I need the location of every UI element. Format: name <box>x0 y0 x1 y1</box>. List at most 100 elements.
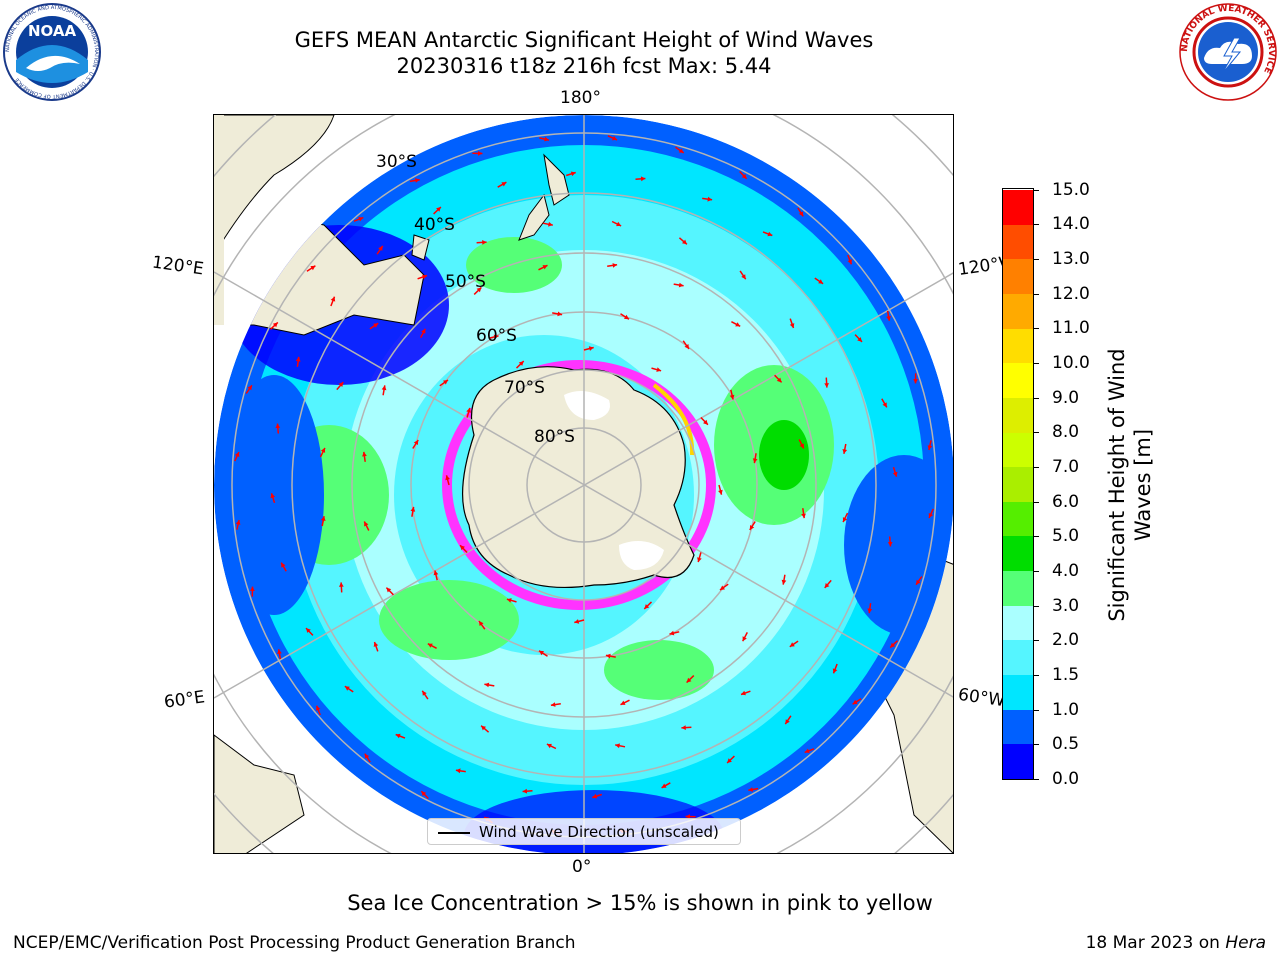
colorbar-tick-mark <box>1033 536 1039 538</box>
colorbar-tick-label: 7.0 <box>1052 456 1080 477</box>
wind-arrow-head <box>852 699 858 705</box>
colorbar-tick-mark <box>1033 432 1039 434</box>
wind-arrow-head <box>703 419 708 425</box>
wind-arrow-head <box>479 621 484 626</box>
colorbar-segment <box>1003 224 1033 260</box>
wind-arrow-head <box>330 296 336 302</box>
colorbar-segment <box>1003 189 1033 225</box>
colorbar-tick-mark <box>1033 328 1039 330</box>
colorbar-segment <box>1003 605 1033 641</box>
wind-arrow-head <box>612 135 617 141</box>
wind-arrow-head <box>857 337 862 342</box>
polar-map: 30°S 40°S 50°S 60°S 70°S 80°S <box>214 115 953 853</box>
wind-arrow-head <box>546 743 552 749</box>
wind-arrow-head <box>410 506 416 512</box>
wind-arrow-head <box>741 274 746 280</box>
wind-arrow-head <box>386 587 392 593</box>
colorbar-segment <box>1003 328 1033 364</box>
colorbar-segment <box>1003 293 1033 329</box>
wind-arrow-head <box>281 562 286 568</box>
wind-arrow-head <box>422 274 427 280</box>
wind-arrow-head <box>421 791 427 797</box>
lon-label-0: 0° <box>572 857 592 877</box>
wind-arrow-head <box>682 239 687 245</box>
colorbar-title-line1: Significant Height of Wind <box>1105 348 1129 622</box>
colorbar-tick-label: 0.0 <box>1052 769 1080 789</box>
wind-arrow-head <box>928 513 934 518</box>
wind-arrow-head <box>741 173 747 179</box>
colorbar-segment <box>1003 639 1033 676</box>
wind-arrow-head <box>381 385 387 391</box>
wind-arrow-head <box>320 447 326 453</box>
wind-arrow-head <box>542 265 548 270</box>
wind-arrow-head <box>481 725 486 731</box>
colorbar <box>1002 188 1034 780</box>
chart-title-line2: 20230316 t18z 216h fcst Max: 5.44 <box>396 54 772 78</box>
lon-label-120e: 120°E <box>150 252 205 280</box>
colorbar-tick-label: 3.0 <box>1052 595 1080 616</box>
wind-arrow-head <box>506 598 512 603</box>
lon-label-60w: 60°W <box>956 684 1007 712</box>
lat-label-80s: 80°S <box>534 427 575 447</box>
colorbar-tick-label: 15.0 <box>1052 179 1090 200</box>
lat-label-60s: 60°S <box>476 326 517 346</box>
wind-arrow-head <box>339 582 344 587</box>
wind-arrow-head <box>892 471 898 477</box>
wind-arrow-head <box>275 423 281 429</box>
colorbar-tick-mark <box>1033 709 1039 711</box>
wind-arrow-head <box>916 579 921 585</box>
wind-arrow-head <box>748 787 753 792</box>
wind-arrow-head <box>720 585 725 590</box>
wind-arrow-head <box>678 148 684 153</box>
wind-arrow-head <box>362 451 367 457</box>
wind-arrow-head <box>832 668 838 674</box>
colorbar-tick-mark <box>1033 258 1039 260</box>
wind-arrow-head <box>789 323 795 328</box>
wind-arrow-head <box>364 521 369 527</box>
colorbar-segment <box>1003 743 1033 779</box>
wave-max-region-southwest <box>379 580 519 660</box>
footer-date: 18 Mar 2023 on Hera <box>1086 933 1266 953</box>
wind-arrow-head <box>427 643 433 648</box>
colorbar-segment <box>1003 466 1033 502</box>
lat-label-50s: 50°S <box>445 272 486 292</box>
wind-arrow-head <box>445 475 450 481</box>
lat-label-40s: 40°S <box>414 215 455 235</box>
wind-arrow-head <box>776 377 782 383</box>
wind-arrow-head <box>443 380 448 385</box>
wind-arrow-head <box>436 207 441 212</box>
wind-arrow-head <box>624 314 629 320</box>
wave-max-region-north <box>466 237 562 293</box>
wind-arrow-head <box>592 793 598 799</box>
wind-arrow-head <box>373 323 379 328</box>
noaa-logo: NOAA NATIONAL OCEANIC AND ATMOSPHERIC AD… <box>3 3 101 101</box>
colorbar-segment <box>1003 432 1033 468</box>
colorbar-tick-mark <box>1033 362 1039 364</box>
wind-arrow-head <box>927 445 933 450</box>
wind-arrow-head <box>785 719 790 725</box>
wind-arrow-head <box>310 265 316 271</box>
colorbar-tick-label: 8.0 <box>1052 422 1080 443</box>
wind-arrow-head <box>316 705 321 711</box>
wind-arrow-head <box>620 700 626 705</box>
wind-arrow-head <box>644 604 650 609</box>
wind-arrow-head <box>749 525 755 530</box>
colorbar-segment <box>1003 570 1033 606</box>
wind-arrow-head <box>686 677 692 683</box>
wind-arrow-head <box>295 356 301 362</box>
colorbar-tick-label: 5.0 <box>1052 526 1080 547</box>
colorbar-tick-mark <box>1033 744 1039 746</box>
wind-arrow-head <box>804 748 810 753</box>
wind-arrow-head <box>413 440 419 445</box>
footer-date-text: 18 Mar 2023 on <box>1085 933 1226 953</box>
wind-arrow-head <box>767 231 773 237</box>
wind-arrow-head <box>484 682 490 688</box>
wind-arrow-head <box>270 493 276 499</box>
wind-arrow-head <box>482 240 487 245</box>
wind-arrow-head <box>612 263 618 268</box>
wind-arrow-head <box>842 517 848 523</box>
lon-label-180: 180° <box>560 88 601 108</box>
wind-arrow-head <box>358 217 364 222</box>
noaa-wordmark: NOAA <box>28 22 77 40</box>
colorbar-segment <box>1003 501 1033 537</box>
